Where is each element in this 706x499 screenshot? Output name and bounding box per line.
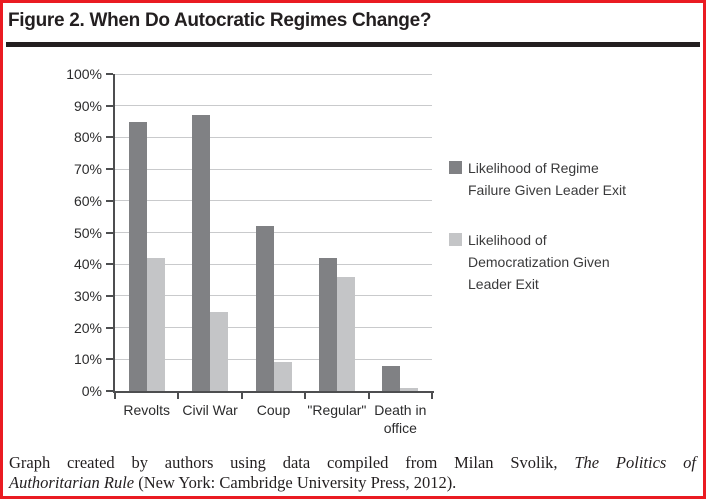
gridline-90 [115, 105, 432, 107]
y-axis-label-70: 70% [73, 161, 102, 178]
y-tick-90 [106, 104, 113, 107]
y-axis-label-50: 50% [73, 224, 102, 241]
y-axis-label-0: 0% [81, 383, 102, 399]
gridline-40 [115, 263, 432, 265]
gridline-100 [115, 73, 432, 75]
legend-item-regime-failure: Likelihood of Regime Failure Given Leade… [449, 157, 638, 201]
y-axis-label-90: 90% [73, 97, 102, 114]
y-tick-20 [106, 326, 113, 329]
x-tick-4 [367, 393, 370, 399]
y-axis-label-20: 20% [73, 319, 102, 336]
bar-chart: Likelihood of Regime Failure Given Leade… [3, 55, 703, 452]
legend-label-democratization: Likelihood of Democratization Given Lead… [468, 232, 610, 292]
y-tick-70 [106, 168, 113, 171]
y-tick-50 [106, 231, 113, 234]
y-axis-label-30: 30% [73, 287, 102, 304]
y-axis-label-10: 10% [73, 351, 102, 368]
y-axis-line [113, 74, 115, 393]
legend-swatch-regime-failure [449, 161, 462, 174]
gridline-20 [115, 327, 432, 329]
bar-regime-failure-revolts [128, 121, 147, 391]
y-tick-30 [106, 294, 113, 297]
caption-italic-segment: The Politics of [574, 453, 696, 472]
x-axis-label-coup: Coup [256, 402, 291, 418]
legend-swatch-democratization [449, 233, 462, 246]
y-axis-label-60: 60% [73, 192, 102, 209]
y-tick-60 [106, 199, 113, 202]
x-tick-5 [431, 393, 433, 399]
x-tick-1 [177, 393, 180, 399]
y-tick-40 [106, 263, 113, 266]
bar-regime-failure-death-in-office [382, 365, 401, 391]
gridline-80 [115, 136, 432, 138]
x-axis-label-revolts: Revolts [123, 402, 171, 418]
bar-democratization-civil-war [210, 311, 229, 391]
x-axis-line [113, 391, 434, 393]
source-caption: Graph created by authors using data comp… [9, 453, 696, 492]
gridline-60 [115, 200, 432, 202]
y-tick-10 [106, 358, 113, 361]
bar-regime-failure-regular [318, 257, 337, 391]
y-tick-100 [106, 73, 113, 75]
gridline-70 [115, 168, 432, 170]
title-rule [6, 42, 700, 47]
y-axis-label-40: 40% [73, 256, 102, 273]
gridline-30 [115, 295, 432, 297]
bar-democratization-coup [273, 362, 292, 391]
gridline-10 [115, 358, 432, 360]
caption-segment: (New York: Cambridge University Press, 2… [134, 472, 457, 492]
caption-italic-segment: Authoritarian Rule [9, 472, 135, 492]
bar-democratization-revolts [146, 257, 165, 391]
bar-democratization-regular [336, 276, 355, 391]
bar-democratization-death-in-office [400, 387, 419, 391]
y-axis-label-80: 80% [73, 129, 102, 146]
legend-item-democratization: Likelihood of Democratization Given Lead… [449, 229, 638, 295]
x-axis-label-death-in-office: Death in office [374, 402, 427, 436]
caption-line: Authoritarian Rule (New York: Cambridge … [9, 473, 696, 493]
x-axis-label-civil-war: Civil War [182, 402, 238, 418]
chart-legend: Likelihood of Regime Failure Given Leade… [449, 157, 638, 323]
caption-segment: Graph created by authors using data comp… [9, 453, 575, 472]
x-tick-2 [240, 393, 243, 399]
bar-regime-failure-civil-war [192, 115, 211, 391]
x-axis-label-regular: "Regular" [307, 402, 367, 418]
x-tick-0 [114, 393, 116, 399]
figure-title: Figure 2. When Do Autocratic Regimes Cha… [8, 10, 432, 31]
caption-line: Graph created by authors using data comp… [9, 453, 696, 473]
legend-label-regime-failure: Likelihood of Regime Failure Given Leade… [468, 160, 626, 198]
y-tick-80 [106, 136, 113, 139]
x-tick-3 [304, 393, 307, 399]
y-tick-0 [106, 390, 113, 392]
gridline-50 [115, 232, 432, 233]
bar-regime-failure-coup [255, 226, 274, 391]
y-axis-label-100: 100% [66, 66, 102, 82]
